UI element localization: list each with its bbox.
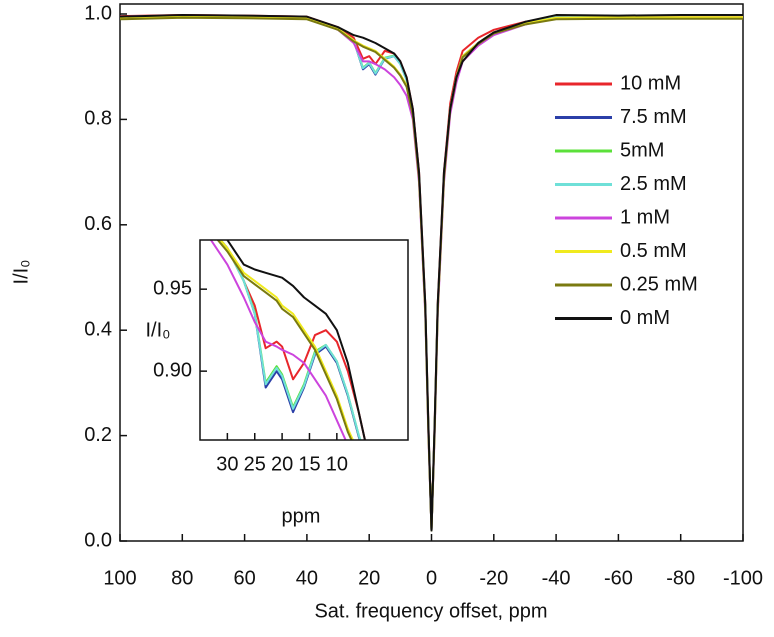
x-tick-label: 10 xyxy=(326,453,348,475)
series-line xyxy=(120,14,743,532)
legend-label: 0 mM xyxy=(620,307,670,329)
y-tick-label: 0.8 xyxy=(84,108,112,130)
legend-label: 1 mM xyxy=(620,206,670,228)
x-tick-label: 15 xyxy=(298,453,320,475)
x-tick-label: -80 xyxy=(666,567,695,589)
y-axis-label: I/I₀ xyxy=(10,260,32,285)
x-tick-label: 25 xyxy=(244,453,266,475)
y-tick-label: 0.0 xyxy=(84,529,112,551)
x-tick-label: 60 xyxy=(233,567,255,589)
x-tick-label: 40 xyxy=(296,567,318,589)
x-tick-label: 20 xyxy=(358,567,380,589)
series-group xyxy=(120,14,743,532)
series-line xyxy=(219,240,362,440)
inset-y-axis-label: I/I₀ xyxy=(146,319,171,341)
y-tick-label: 1.0 xyxy=(84,2,112,24)
legend-label: 2.5 mM xyxy=(620,173,687,195)
inset-frame xyxy=(199,239,409,441)
series-line xyxy=(209,240,347,440)
x-tick-label: -20 xyxy=(479,567,508,589)
y-tick-label: 0.95 xyxy=(153,277,192,299)
legend-label: 0.5 mM xyxy=(620,240,687,262)
y-tick-label: 0.4 xyxy=(84,318,112,340)
y-tick-label: 0.6 xyxy=(84,213,112,235)
legend-label: 0.25 mM xyxy=(620,273,698,295)
x-tick-label: -100 xyxy=(723,567,763,589)
x-tick-label: -60 xyxy=(604,567,633,589)
x-tick-label: 20 xyxy=(271,453,293,475)
x-tick-label: 100 xyxy=(103,567,136,589)
x-tick-label: 30 xyxy=(216,453,238,475)
series-line xyxy=(219,240,354,440)
x-tick-label: 0 xyxy=(426,567,437,589)
series-line xyxy=(225,240,366,440)
series-line xyxy=(216,240,353,440)
legend-label: 7.5 mM xyxy=(620,106,687,128)
legend-label: 10 mM xyxy=(620,72,681,94)
legend-label: 5mM xyxy=(620,139,664,161)
x-tick-label: -40 xyxy=(542,567,571,589)
inset-background xyxy=(200,240,408,440)
x-axis-label: Sat. frequency offset, ppm xyxy=(314,600,547,622)
inset-x-axis-label: ppm xyxy=(282,505,321,527)
y-tick-label: 0.2 xyxy=(84,424,112,446)
x-tick-label: 80 xyxy=(171,567,193,589)
series-group xyxy=(209,240,366,440)
y-tick-label: 0.90 xyxy=(153,359,192,381)
